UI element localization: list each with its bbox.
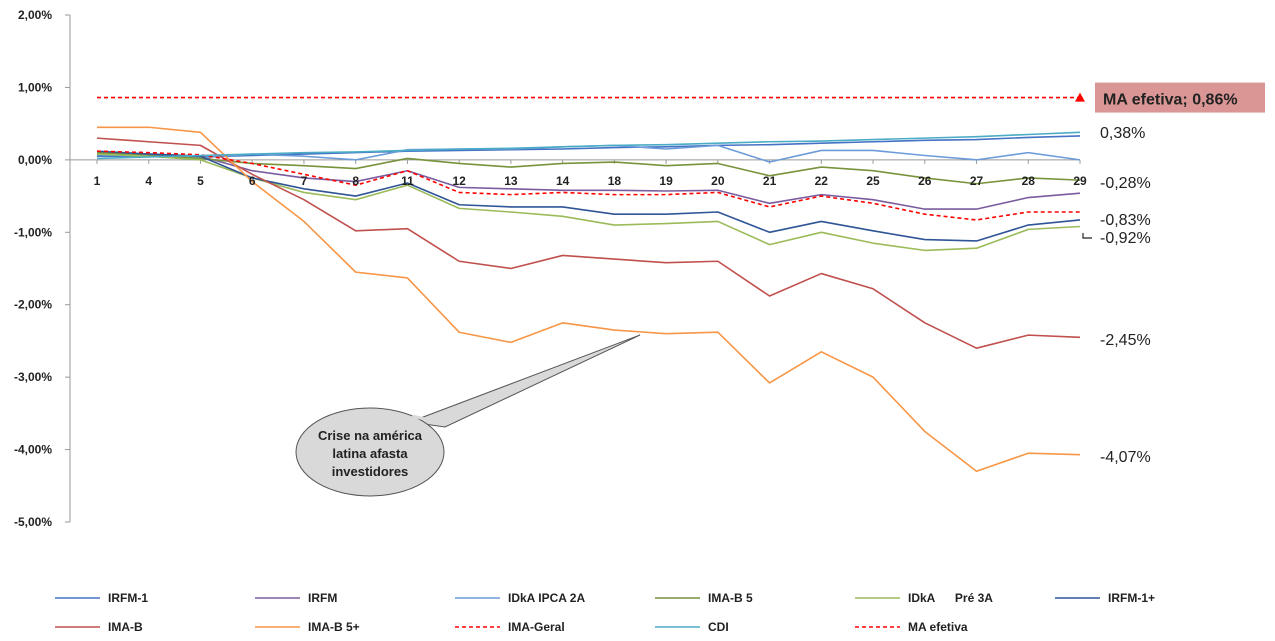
- series-lines: [96, 96, 1081, 473]
- callout: Crise na américa latina afasta investidore…: [295, 334, 641, 497]
- end-label: -4,07%: [1100, 449, 1151, 466]
- x-tick-label: 4: [145, 174, 152, 188]
- end-label: -0,92%: [1100, 230, 1151, 247]
- callout-pointer: [409, 334, 641, 428]
- series-line-ima-b: [96, 137, 1081, 349]
- legend-label: IRFM-1+: [1108, 591, 1155, 605]
- ma-efetiva-marker: [1075, 92, 1085, 102]
- y-tick-label: -4,00%: [14, 443, 52, 457]
- legend-label: IRFM-1: [108, 591, 148, 605]
- x-tick-label: 21: [763, 174, 777, 188]
- legend-label: IMA-B: [108, 620, 143, 634]
- y-tick-label: 2,00%: [18, 8, 52, 22]
- y-tick-label: -5,00%: [14, 515, 52, 529]
- x-tick-label: 25: [866, 174, 880, 188]
- legend-label: IDkA Pré 3A: [908, 591, 993, 605]
- legend-label: IRFM: [308, 591, 337, 605]
- x-tick-label: 12: [452, 174, 466, 188]
- series-line-irfm-1: [96, 150, 1081, 242]
- x-tick-label: 14: [556, 174, 570, 188]
- legend-label: IMA-Geral: [508, 620, 565, 634]
- x-tick-labels: 1 4 5 6 7 8 11 12 13 14 18 19 20 21 22 25 26 27 28 29: [94, 174, 1087, 188]
- x-tick-label: 27: [970, 174, 984, 188]
- leader-mark: [1082, 233, 1092, 239]
- series-line-irfm-1: [97, 135, 1081, 158]
- x-tick-label: 22: [815, 174, 829, 188]
- x-tick-label: 29: [1073, 174, 1087, 188]
- x-tick-label: 5: [197, 174, 204, 188]
- x-tick-label: 6: [249, 174, 256, 188]
- x-tick-label: 26: [918, 174, 932, 188]
- x-tick-label: 13: [504, 174, 518, 188]
- x-tick-label: 1: [94, 174, 101, 188]
- legend-label: IMA-B 5+: [308, 620, 360, 634]
- legend-label: IMA-B 5: [708, 591, 753, 605]
- x-tick-label: 19: [659, 174, 673, 188]
- end-label: -2,45%: [1100, 332, 1151, 349]
- x-tick-label: 28: [1022, 174, 1036, 188]
- end-labels: 0,38% -0,28% -0,83%-0,92% -2,45% -4,07% MA ef…: [1075, 82, 1265, 466]
- end-label: 0,38%: [1100, 125, 1145, 142]
- legend-label: CDI: [708, 620, 729, 634]
- callout-bubble: [295, 407, 445, 497]
- x-tick-label: 18: [608, 174, 622, 188]
- axes: [65, 14, 1081, 523]
- series-line-cdi: [96, 131, 1081, 160]
- y-tick-label: -1,00%: [14, 225, 52, 239]
- series-line-ima-geral: [96, 150, 1080, 221]
- callout-join: [411, 414, 443, 425]
- end-label: -0,28%: [1100, 175, 1151, 192]
- callout-text: latina afasta: [332, 446, 408, 461]
- x-tick-label: 11: [401, 174, 414, 188]
- y-tick-label: 1,00%: [18, 80, 52, 94]
- series-line-ima-b-5: [96, 151, 1081, 185]
- series-line-ima-b-5: [97, 126, 1081, 473]
- x-tick-label: 8: [352, 174, 359, 188]
- x-tick-label: 20: [711, 174, 725, 188]
- legend-label: IDkA IPCA 2A: [508, 591, 585, 605]
- y-tick-label: 0,00%: [18, 153, 52, 167]
- y-tick-labels: 2,00% 1,00% 0,00% -1,00% -2,00% -3,00% -4,00% -…: [14, 8, 52, 529]
- legend: IRFM-1 IRFM IDkA IPCA 2A IMA-B 5 IDkA Pré 3A…: [55, 591, 1155, 634]
- x-tick-label: 7: [301, 174, 308, 188]
- highlight-box: [1095, 82, 1265, 113]
- legend-label: MA efetiva: [908, 620, 968, 634]
- series-line-irfm: [96, 151, 1081, 210]
- y-tick-label: -2,00%: [14, 298, 52, 312]
- end-label: -0,83%: [1100, 212, 1151, 229]
- callout-text: Crise na américa: [318, 428, 423, 443]
- callout-text: investidores: [332, 464, 409, 479]
- y-tick-label: -3,00%: [14, 370, 52, 384]
- highlight-label: MA efetiva; 0,86%: [1103, 92, 1238, 109]
